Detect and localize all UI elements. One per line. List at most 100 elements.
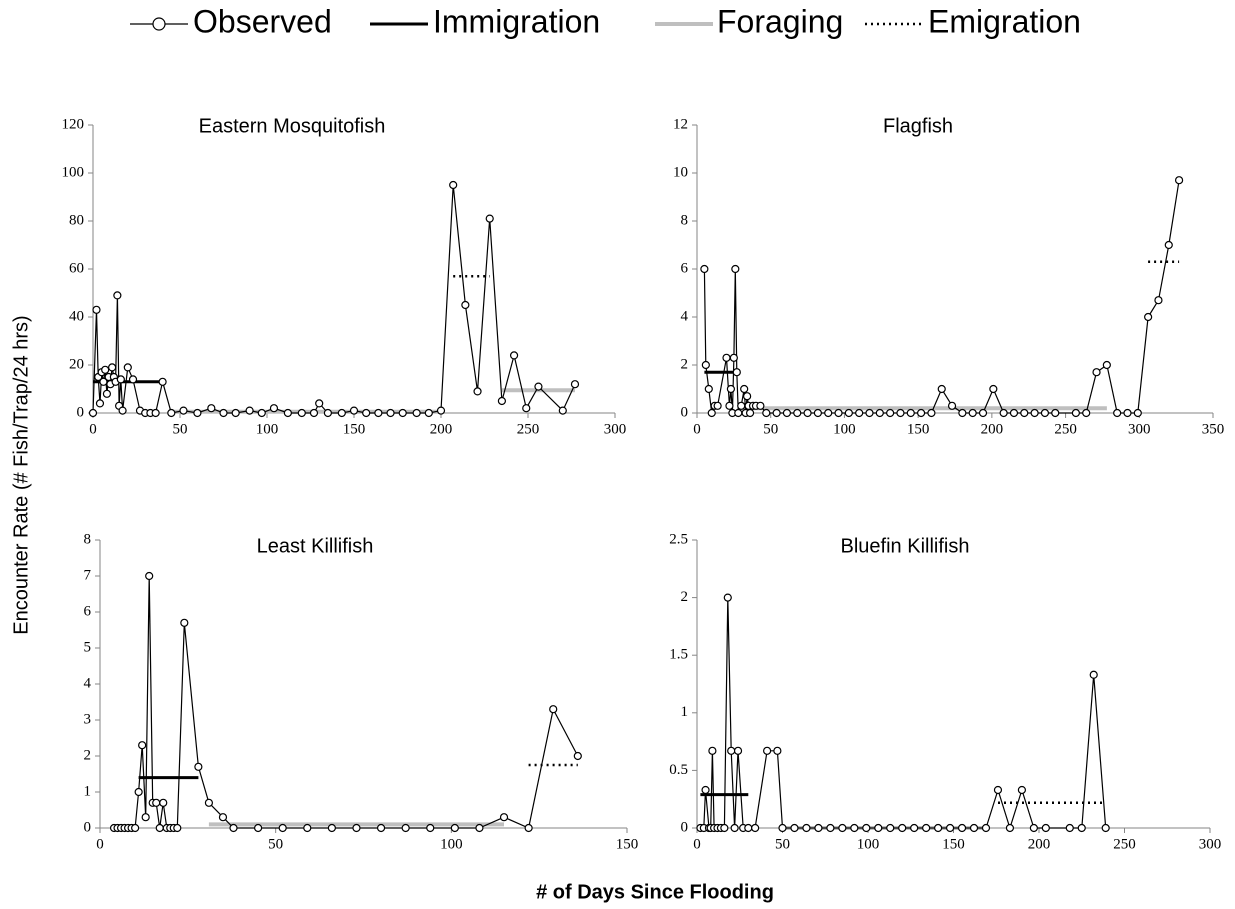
x-tick-label: 150: [907, 421, 930, 437]
data-point: [838, 823, 847, 833]
data-point: [922, 823, 931, 833]
legend-label: Foraging: [717, 3, 843, 39]
data-point: [850, 823, 859, 833]
data-point: [999, 408, 1008, 418]
x-tick-label: 150: [616, 836, 639, 852]
data-point: [573, 751, 582, 761]
legend-label: Observed: [193, 3, 332, 39]
data-point: [424, 408, 433, 418]
y-tick-label: 6: [681, 260, 689, 276]
data-point: [159, 798, 168, 807]
x-tick-label: 50: [173, 421, 188, 437]
data-point: [723, 593, 732, 602]
data-point: [732, 368, 741, 377]
data-point: [720, 823, 729, 833]
data-point: [844, 408, 853, 418]
data-point: [782, 408, 792, 418]
data-point: [896, 408, 905, 418]
data-point: [151, 408, 160, 418]
chart-title: Flagfish: [883, 115, 953, 137]
chart-title: Bluefin Killifish: [841, 535, 970, 557]
x-tick-label: 250: [517, 421, 540, 437]
data-point: [855, 408, 864, 418]
data-point: [772, 408, 781, 418]
data-point: [704, 384, 713, 394]
data-point: [485, 214, 494, 223]
data-point: [826, 823, 835, 833]
y-tick-label: 20: [69, 356, 84, 372]
data-point: [1017, 785, 1027, 795]
data-point: [108, 363, 117, 372]
data-point: [1051, 408, 1060, 418]
y-tick-label: 0: [681, 819, 689, 835]
data-point: [362, 408, 371, 418]
y-tick-label: 1: [84, 783, 92, 799]
data-point: [352, 823, 361, 833]
data-point: [499, 813, 509, 822]
data-point: [726, 384, 736, 394]
data-point: [207, 404, 216, 413]
data-point: [412, 408, 421, 418]
data-point: [865, 408, 874, 418]
data-point: [993, 785, 1003, 795]
data-point: [700, 264, 709, 274]
data-point: [436, 406, 446, 415]
data-point: [141, 813, 150, 822]
data-point: [269, 404, 279, 413]
data-point: [886, 408, 895, 418]
data-point: [947, 401, 957, 410]
data-point: [731, 264, 740, 274]
y-tick-label: 1: [681, 704, 689, 720]
series-line: [700, 597, 1107, 831]
data-point: [1123, 408, 1132, 418]
x-tick-label: 100: [440, 836, 463, 852]
series-line: [171, 388, 575, 414]
data-point: [1077, 823, 1086, 833]
data-point: [497, 396, 506, 406]
data-point: [744, 823, 753, 833]
data-point: [374, 408, 383, 418]
x-tick-label: 300: [1199, 836, 1222, 852]
y-tick-label: 10: [673, 164, 688, 180]
data-point: [116, 375, 125, 384]
data-point: [138, 741, 147, 750]
y-tick-label: 40: [69, 308, 84, 324]
y-tick-label: 4: [681, 308, 689, 324]
y-tick-label: 8: [84, 531, 92, 547]
data-point: [751, 823, 760, 833]
data-point: [968, 408, 977, 418]
x-tick-label: 350: [1202, 421, 1225, 437]
data-point: [1071, 408, 1080, 418]
x-tick-label: 50: [763, 421, 778, 437]
y-tick-label: 1.5: [669, 647, 688, 663]
y-tick-label: 0: [84, 819, 92, 835]
y-tick-label: 7: [84, 567, 92, 583]
data-point: [1174, 176, 1184, 185]
y-tick-label: 12: [673, 116, 688, 132]
data-point: [978, 408, 988, 418]
y-tick-label: 3: [84, 711, 92, 727]
data-point: [386, 408, 395, 418]
data-point: [131, 823, 140, 833]
data-point: [945, 823, 955, 833]
data-point: [1030, 408, 1039, 418]
data-point: [1065, 823, 1074, 833]
data-point: [934, 823, 943, 833]
data-point: [910, 823, 919, 833]
x-tick-label: 150: [942, 836, 965, 852]
series-line: [114, 575, 579, 829]
data-point: [725, 401, 734, 410]
y-tick-label: 80: [69, 212, 84, 228]
data-point: [813, 408, 822, 418]
data-point: [824, 408, 833, 418]
data-point: [814, 823, 823, 833]
data-point: [898, 823, 907, 833]
data-point: [1005, 823, 1015, 833]
data-point: [475, 823, 484, 833]
data-point: [231, 408, 240, 418]
data-point: [179, 406, 188, 415]
data-point: [916, 408, 926, 418]
data-point: [927, 408, 936, 418]
data-point: [534, 382, 543, 391]
